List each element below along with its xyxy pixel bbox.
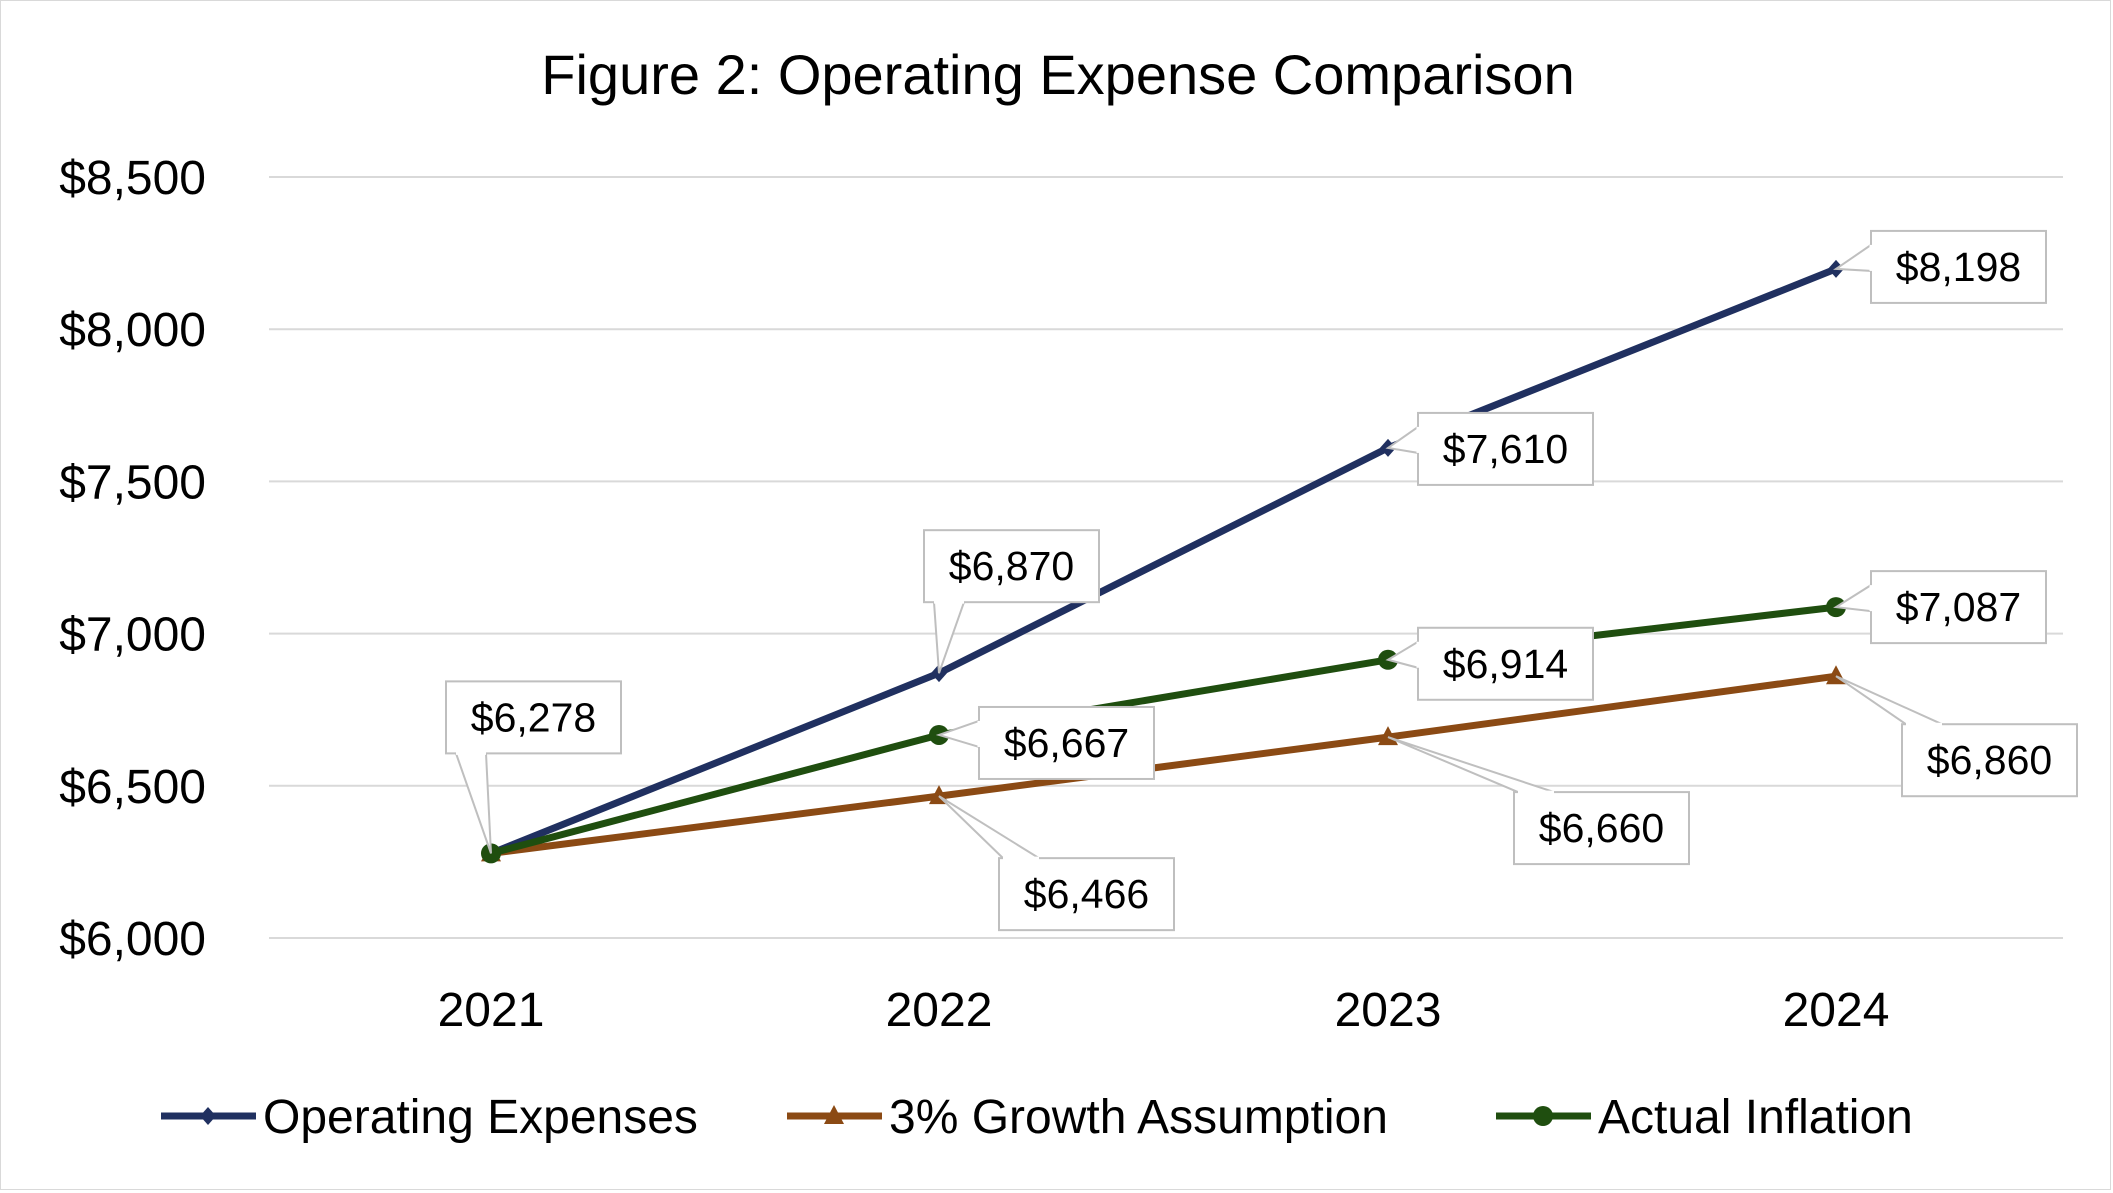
legend-label: Actual Inflation	[1598, 1091, 1913, 1144]
data-label-text: $6,278	[471, 694, 596, 740]
data-labels: $6,278 $6,870 $7,610 $8,198 $6,466 $6,660 $6,8…	[445, 229, 2078, 932]
legend-item-operating-expenses: Operating Expenses	[161, 1091, 698, 1144]
data-label-actual-inflation: $7,087	[1833, 570, 2047, 645]
callout-box	[1417, 626, 1594, 701]
legend: Operating Expenses 3% Growth Assumption Ac…	[161, 1091, 1913, 1144]
data-label-text: $8,198	[1896, 244, 2021, 290]
data-label-text: $6,914	[1443, 641, 1568, 687]
data-label-text: $6,667	[1004, 720, 1129, 766]
callout-box	[1870, 229, 2047, 304]
y-tick-label: $6,500	[59, 761, 206, 814]
callout-box	[978, 705, 1155, 780]
legend-marker	[824, 1105, 844, 1124]
data-label-growth-assumption: $6,660	[1387, 736, 1690, 866]
data-label-growth-assumption: $6,466	[938, 795, 1175, 932]
x-tick-label: 2023	[1335, 984, 1442, 1037]
callout-box	[1901, 723, 2078, 798]
callout-box	[445, 680, 622, 755]
data-label-operating-expenses: $6,278	[445, 680, 622, 854]
data-label-growth-assumption: $6,860	[1835, 675, 2078, 798]
y-tick-label: $7,000	[59, 609, 206, 662]
data-label-text: $6,466	[1024, 871, 1149, 917]
y-tick-label: $8,000	[59, 304, 206, 357]
data-label-actual-inflation: $6,667	[935, 705, 1155, 780]
legend-marker	[200, 1107, 216, 1125]
callout-pointer	[1833, 243, 1872, 272]
data-point-growth-assumption	[1378, 726, 1398, 746]
callout-pointer	[935, 719, 980, 749]
series-line-actual-inflation	[490, 603, 1837, 857]
y-axis-ticks: $6,000 $6,500 $7,000 $7,500 $8,000 $8,500	[59, 152, 206, 966]
data-label-text: $6,660	[1539, 805, 1664, 851]
chart-title: Figure 2: Operating Expense Comparison	[541, 43, 1574, 106]
callout-box	[998, 857, 1175, 932]
data-label-actual-inflation: $6,914	[1385, 626, 1594, 701]
callout-pointer	[454, 752, 492, 854]
callout-pointer	[1387, 736, 1555, 794]
legend-label: Operating Expenses	[263, 1091, 698, 1144]
series-line-growth-assumption	[490, 672, 1837, 857]
callout-pointer	[1835, 675, 1943, 726]
callout-pointer	[1833, 583, 1872, 613]
callout-box	[923, 529, 1100, 604]
legend-item-actual-inflation: Actual Inflation	[1496, 1091, 1913, 1144]
legend-marker	[1533, 1106, 1553, 1126]
legend-label: 3% Growth Assumption	[889, 1091, 1388, 1144]
data-label-text: $6,870	[949, 543, 1074, 589]
data-label-text: $7,610	[1443, 426, 1568, 472]
x-tick-label: 2022	[886, 984, 993, 1037]
callout-pointer	[938, 795, 1043, 860]
x-axis-ticks: 2021 2022 2023 2024	[438, 984, 1890, 1037]
data-label-operating-expenses: $8,198	[1833, 229, 2047, 304]
x-tick-label: 2021	[438, 984, 545, 1037]
y-tick-label: $7,500	[59, 456, 206, 509]
callout-box	[1513, 791, 1690, 866]
callout-box	[1870, 570, 2047, 645]
legend-item-growth-assumption: 3% Growth Assumption	[787, 1091, 1388, 1144]
data-label-text: $7,087	[1896, 584, 2021, 630]
series-lines	[481, 259, 1846, 864]
data-label-operating-expenses: $6,870	[923, 529, 1100, 674]
series-line-operating-expenses	[489, 265, 1838, 857]
y-tick-label: $8,500	[59, 152, 206, 205]
x-tick-label: 2024	[1783, 984, 1890, 1037]
callout-pointer	[1385, 424, 1419, 455]
y-tick-label: $6,000	[59, 913, 206, 966]
callout-box	[1417, 411, 1594, 486]
gridlines	[269, 176, 2063, 939]
data-label-operating-expenses: $7,610	[1385, 411, 1594, 486]
data-label-text: $6,860	[1927, 737, 2052, 783]
